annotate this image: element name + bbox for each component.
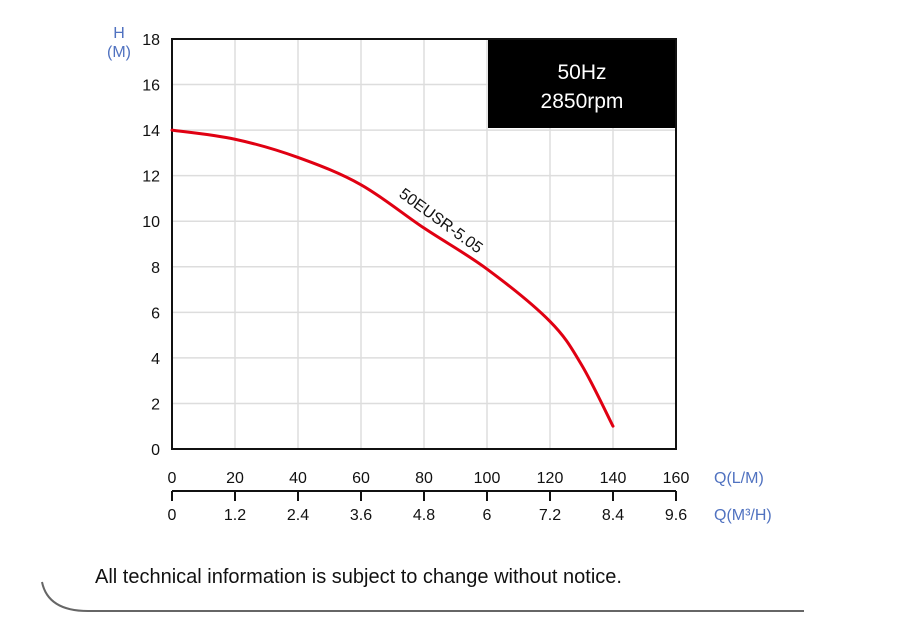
x-tick-label-secondary: 1.2 <box>224 507 246 524</box>
y-tick-label: 8 <box>151 260 160 277</box>
badge-background <box>488 39 677 128</box>
x-tick-label-primary: 100 <box>474 470 501 487</box>
y-tick-label: 14 <box>142 123 160 140</box>
series-curve-50eusr-5-05 <box>170 128 615 428</box>
x-tick-label-secondary: 4.8 <box>413 507 435 524</box>
footer-divider <box>41 581 804 612</box>
x-tick-label-primary: 160 <box>663 470 690 487</box>
y-tick-label: 4 <box>151 351 160 368</box>
x-tick-label-secondary: 7.2 <box>539 507 561 524</box>
badge-rpm: 2850rpm <box>541 90 624 113</box>
y-tick-label: 6 <box>151 305 160 322</box>
x-axis-secondary-ticks: 0 1.2 2.4 3.6 4.8 6 7.2 8.4 9.6 <box>168 491 687 524</box>
x-tick-label-primary: 0 <box>168 470 177 487</box>
plot-frame <box>171 38 677 450</box>
y-tick-label: 10 <box>142 214 160 231</box>
x-tick-label-primary: 120 <box>537 470 564 487</box>
x-tick-label-secondary: 6 <box>483 507 492 524</box>
y-axis-title-h: H <box>113 25 125 42</box>
x-tick-label-secondary: 9.6 <box>665 507 687 524</box>
x-tick-label-primary: 80 <box>415 470 433 487</box>
x-tick-label-secondary: 8.4 <box>602 507 624 524</box>
x-tick-label-secondary: 3.6 <box>350 507 372 524</box>
x-tick-label-primary: 140 <box>600 470 627 487</box>
x-tick-label-secondary: 2.4 <box>287 507 309 524</box>
y-tick-label: 12 <box>142 169 160 186</box>
x-axis-title-primary: Q(L/M) <box>714 470 764 487</box>
x-tick-label-primary: 40 <box>289 470 307 487</box>
x-axis-title-secondary: Q(M³/H) <box>714 507 772 524</box>
x-tick-label-primary: 60 <box>352 470 370 487</box>
y-tick-label: 0 <box>151 442 160 459</box>
x-axis-primary-ticks: 0 20 40 60 80 100 120 140 160 <box>168 470 690 487</box>
grid <box>172 39 676 449</box>
disclaimer-text: All technical information is subject to … <box>95 566 622 588</box>
speed-badge: 50Hz 2850rpm <box>488 39 677 128</box>
y-tick-label: 2 <box>151 396 160 413</box>
y-tick-label: 18 <box>142 32 160 49</box>
y-tick-label: 16 <box>142 78 160 95</box>
x-tick-label-secondary: 0 <box>168 507 177 524</box>
x-tick-label-primary: 20 <box>226 470 244 487</box>
y-axis-ticks: 0 2 4 6 8 10 12 14 16 18 <box>142 32 160 459</box>
badge-frequency: 50Hz <box>557 61 606 84</box>
y-axis-title-unit: (M) <box>107 44 131 61</box>
